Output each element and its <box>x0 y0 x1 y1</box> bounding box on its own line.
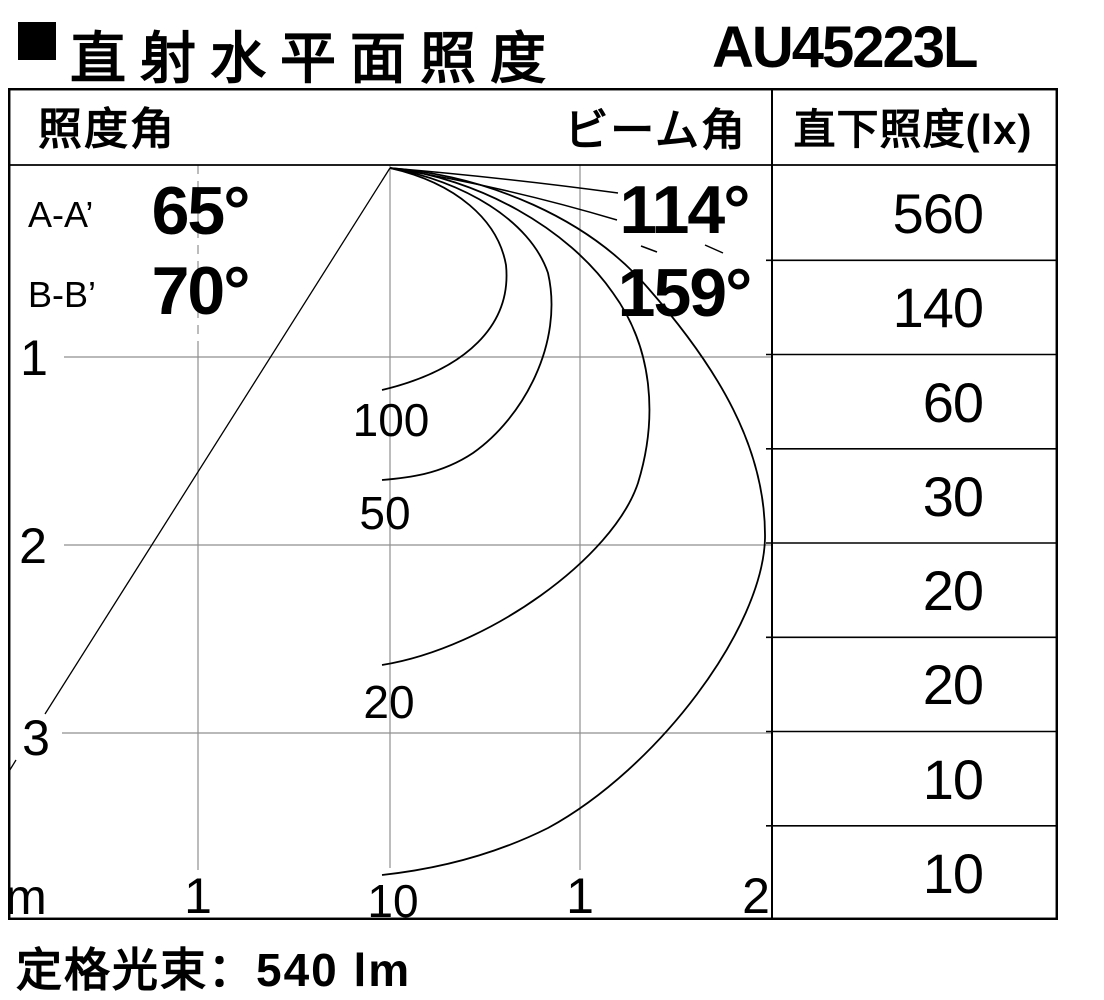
product-code: AU45223L <box>712 15 978 80</box>
header-illuminance-angle: 照度角 <box>38 105 176 154</box>
table-value: 140 <box>893 276 983 339</box>
leader-159 <box>389 167 618 221</box>
direct-illuminance-values: 560 140 60 30 20 20 10 10 <box>893 182 984 905</box>
table-value: 20 <box>923 559 983 622</box>
leader-dash-2 <box>704 244 724 254</box>
title-row: 直射水平面照度 AU45223L <box>8 6 1098 90</box>
y-tick-3: 3 <box>22 710 50 766</box>
curve-label-100: 100 <box>353 394 430 446</box>
table-value: 60 <box>923 371 983 434</box>
curve-20lx <box>381 167 651 666</box>
header-beam-angle: ビーム角 <box>564 106 747 155</box>
outer-border <box>7 87 1059 921</box>
illuminance-chart-svg: 照度角 ビーム角 直下照度(lx) A-A’ 65° B-B’ 70° 114°… <box>5 87 1059 927</box>
table-value: 10 <box>923 842 983 905</box>
table-row-lines <box>766 259 1058 827</box>
beam-angle-leaders <box>389 167 724 254</box>
curve-10lx <box>381 167 766 876</box>
x-tick-left-1: 1 <box>184 868 212 920</box>
value-b-b: 70° <box>152 253 249 329</box>
label-a-a: A-A’ <box>28 194 93 235</box>
x-tick-right-1: 1 <box>566 868 594 920</box>
curve-label-20: 20 <box>363 676 414 728</box>
table-header: 直下照度(lx) <box>793 106 1032 153</box>
table-value: 10 <box>923 748 983 811</box>
borders <box>7 87 1059 921</box>
page-title: 直射水平面照度 <box>70 27 560 90</box>
beam-value-159: 159° <box>618 255 751 331</box>
beam-value-114: 114° <box>620 172 749 248</box>
gridlines <box>62 165 772 870</box>
iso-lux-curves <box>381 167 766 876</box>
curve-label-10: 10 <box>367 875 418 920</box>
illuminance-angle-ray <box>7 167 391 774</box>
curve-50lx <box>381 167 553 481</box>
illuminance-figure: 照度角 ビーム角 直下照度(lx) A-A’ 65° B-B’ 70° 114°… <box>5 87 1059 927</box>
table-value: 20 <box>923 653 983 716</box>
x-tick-right-2: 2 <box>742 868 770 920</box>
title-bullet-icon <box>18 22 56 60</box>
curve-label-50: 50 <box>359 487 410 539</box>
curve-100lx <box>381 167 508 391</box>
y-tick-2: 2 <box>19 518 47 574</box>
leader-dash-1 <box>640 245 658 253</box>
leader-114 <box>389 167 619 194</box>
value-a-a: 65° <box>152 173 249 249</box>
rated-luminous-flux: 定格光束：540 lm <box>16 944 412 996</box>
y-tick-1: 1 <box>20 330 48 386</box>
label-b-b: B-B’ <box>28 274 96 315</box>
table-value: 560 <box>893 182 983 245</box>
table-value: 30 <box>923 465 983 528</box>
y-axis-unit: m <box>8 869 47 920</box>
